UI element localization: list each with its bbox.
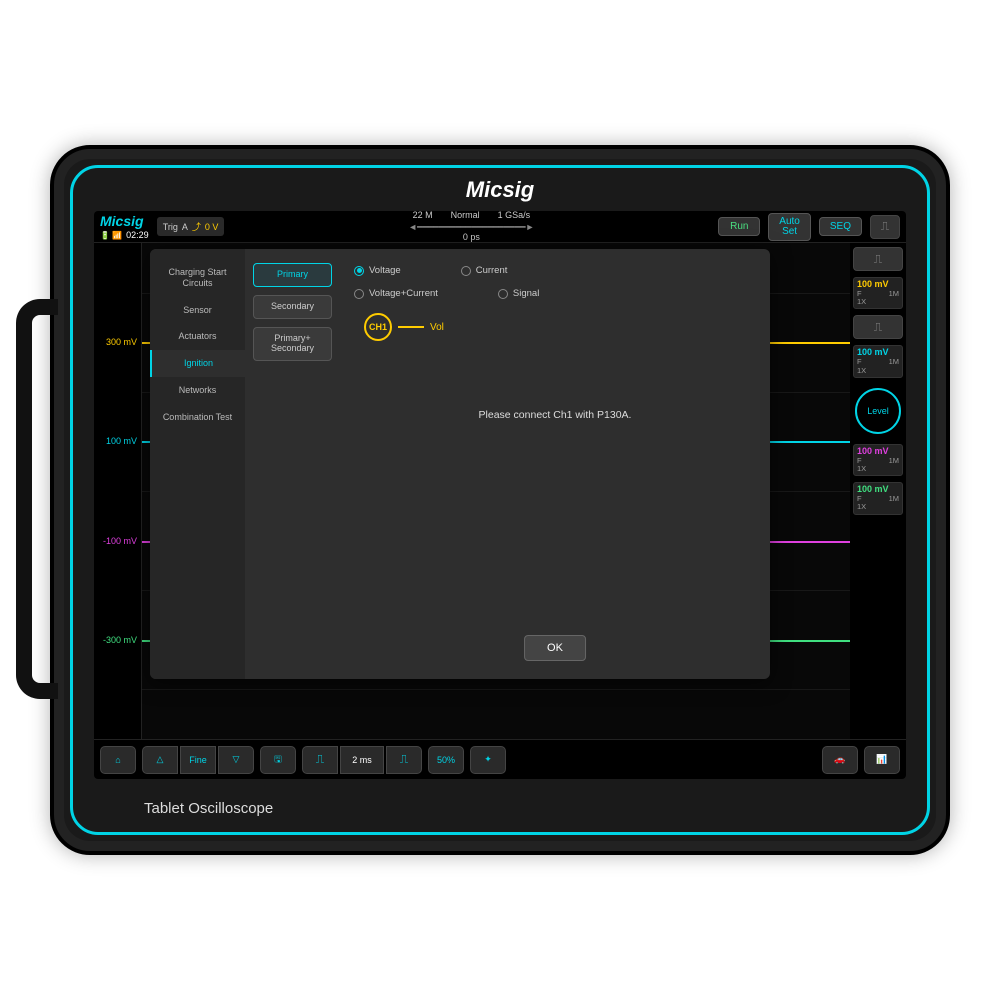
radio-dot-icon — [354, 266, 364, 276]
run-button[interactable]: Run — [718, 217, 760, 236]
trig-text: Trig — [163, 222, 178, 232]
tablet-handle — [16, 299, 58, 699]
cursor-button[interactable]: ✦ — [470, 746, 506, 774]
radio-dot-icon — [498, 289, 508, 299]
save-button[interactable]: 🖫 — [260, 746, 296, 774]
ch-signal-label: Vol — [430, 322, 444, 333]
y-axis-labels: 300 mV 100 mV -100 mV -300 mV — [94, 243, 142, 739]
auto-mode-button[interactable]: 🚗 — [822, 746, 858, 774]
time-position: 0 ps — [232, 232, 710, 243]
radio-label: Signal — [513, 288, 539, 299]
pulse-button-3[interactable] — [853, 315, 903, 339]
ch-connector — [398, 326, 424, 328]
timebase-group: 2 ms — [302, 746, 422, 774]
subtype-button[interactable]: Primary+ Secondary — [253, 327, 332, 361]
autoset-button[interactable]: Auto Set — [768, 213, 811, 241]
radio-option[interactable]: Current — [461, 265, 508, 276]
channel-impedance: 1M — [889, 457, 899, 465]
main-area: 300 mV 100 mV -100 mV -300 mV Charging Star… — [94, 243, 906, 739]
status-bar: Micsig 🔋 📶 02:29 Trig A ⤴ 0 V 22 M Norma… — [94, 211, 906, 243]
dialog-subtype-list: Primary Secondary Primary+ Secondary — [245, 249, 340, 679]
channel-diagram: CH1 Vol — [364, 313, 756, 341]
channel-probe: 1X — [857, 465, 866, 473]
brand-logo: Micsig — [54, 177, 946, 203]
waveform-grid[interactable]: Charging Start CircuitsSensorActuatorsIg… — [142, 243, 850, 739]
ok-button[interactable]: OK — [524, 635, 586, 661]
category-item[interactable]: Sensor — [150, 297, 245, 324]
pulse-button-2[interactable] — [853, 247, 903, 271]
trigger-info[interactable]: Trig A ⤴ 0 V — [157, 217, 225, 236]
channel-probe: 1X — [857, 298, 866, 306]
category-item[interactable]: Charging Start Circuits — [150, 259, 245, 297]
category-item[interactable]: Combination Test — [150, 404, 245, 431]
channel-probe: 1X — [857, 367, 866, 375]
channel-probe: 1X — [857, 503, 866, 511]
radio-dot-icon — [354, 289, 364, 299]
category-item[interactable]: Networks — [150, 377, 245, 404]
channel-impedance: 1M — [889, 290, 899, 298]
timebase-expand-button[interactable] — [386, 746, 422, 774]
category-item[interactable]: Actuators — [150, 323, 245, 350]
y-axis-label: -100 mV — [103, 536, 137, 546]
dialog-message: Please connect Ch1 with P130A. — [340, 409, 770, 421]
channel-card[interactable]: 100 mV F1M 1X — [853, 277, 903, 309]
dialog-category-list: Charging Start CircuitsSensorActuatorsIg… — [150, 249, 245, 679]
acq-mode: Normal — [451, 211, 480, 221]
bottom-toolbar: ⌂ △ Fine ▽ 🖫 2 ms 50% ✦ 🚗 📊 — [94, 739, 906, 779]
radio-dot-icon — [461, 266, 471, 276]
category-item[interactable]: Ignition — [150, 350, 245, 377]
dialog-content: Voltage Current Voltage+Current Signal CH1… — [340, 249, 770, 679]
channel-panel: 100 mV F1M 1X 100 mV F1M 1X Level 100 mV F1… — [850, 243, 906, 739]
tablet-frame: Micsig Tablet Oscilloscope Micsig 🔋 📶 02… — [50, 145, 950, 855]
pulse-button-1[interactable] — [870, 215, 900, 239]
vertical-scale-group: △ Fine ▽ — [142, 746, 254, 774]
status-icons: 🔋 📶 — [100, 231, 122, 240]
home-button[interactable]: ⌂ — [100, 746, 136, 774]
y-axis-label: -300 mV — [103, 635, 137, 645]
channel-card[interactable]: 100 mV F1M 1X — [853, 444, 903, 476]
channel-impedance: 1M — [889, 358, 899, 366]
acquisition-info: 22 M Normal 1 GSa/s ◄━━━━━━━━━━━━━━━━━━━… — [232, 211, 710, 243]
timebase-value[interactable]: 2 ms — [340, 746, 384, 774]
trig-channel: A — [182, 222, 188, 232]
channel-card[interactable]: 100 mV F1M 1X — [853, 345, 903, 377]
radio-option[interactable]: Signal — [498, 288, 539, 299]
radio-option[interactable]: Voltage+Current — [354, 288, 438, 299]
clock: 02:29 — [126, 230, 149, 240]
device-subtitle: Tablet Oscilloscope — [144, 800, 273, 817]
fine-button[interactable]: Fine — [180, 746, 216, 774]
radio-option[interactable]: Voltage — [354, 265, 401, 276]
trig-value: 0 V — [205, 222, 219, 232]
channel-card[interactable]: 100 mV F1M 1X — [853, 482, 903, 514]
brand-logo-small: Micsig — [100, 213, 149, 229]
sample-rate: 1 GSa/s — [498, 211, 531, 221]
level-knob[interactable]: Level — [855, 388, 901, 434]
timebase-shrink-button[interactable] — [302, 746, 338, 774]
vscale-down-button[interactable]: ▽ — [218, 746, 254, 774]
seq-button[interactable]: SEQ — [819, 217, 862, 236]
radio-label: Voltage — [369, 265, 401, 276]
radio-label: Voltage+Current — [369, 288, 438, 299]
ch1-node: CH1 — [364, 313, 392, 341]
memory-depth: 22 M — [413, 211, 433, 221]
fifty-percent-button[interactable]: 50% — [428, 746, 464, 774]
config-dialog: Charging Start CircuitsSensorActuatorsIg… — [150, 249, 770, 679]
screen: Micsig 🔋 📶 02:29 Trig A ⤴ 0 V 22 M Norma… — [94, 211, 906, 779]
bars-button[interactable]: 📊 — [864, 746, 900, 774]
channel-impedance: 1M — [889, 495, 899, 503]
y-axis-label: 100 mV — [106, 436, 137, 446]
trig-edge-icon: ⤴ — [192, 220, 201, 233]
y-axis-label: 300 mV — [106, 337, 137, 347]
subtype-button[interactable]: Primary — [253, 263, 332, 287]
vscale-up-button[interactable]: △ — [142, 746, 178, 774]
radio-label: Current — [476, 265, 508, 276]
subtype-button[interactable]: Secondary — [253, 295, 332, 319]
